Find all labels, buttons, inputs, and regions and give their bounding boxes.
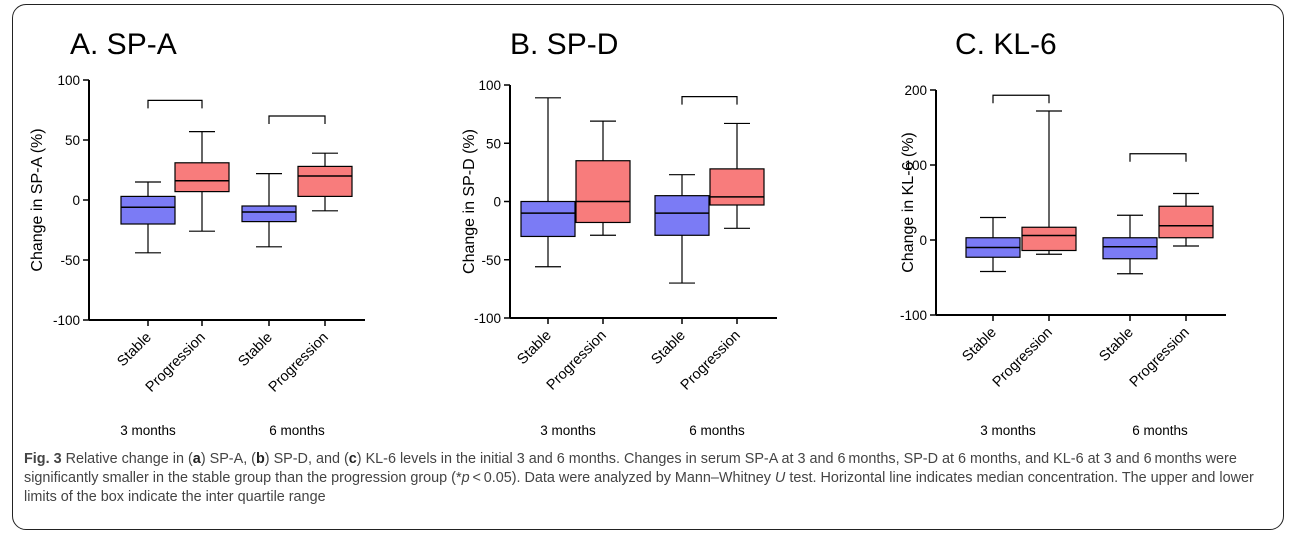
box-progression <box>297 152 353 212</box>
chart-panel-1: A. SP-A Change in SP-A (%) 100 50 0 -50 -100 St… <box>29 28 365 438</box>
chart-panel-2: B. SP-D Change in SP-D (%) 100 50 0 -50 -100 St… <box>461 28 777 438</box>
iqr-box <box>1158 205 1214 239</box>
caption-text: ) KL-6 levels in the initial 3 and 6 mon… <box>24 451 1237 486</box>
y-tick-label: 0 <box>72 193 80 208</box>
caption-panel-b: b <box>255 451 265 467</box>
x-category-label: Progression <box>678 328 744 394</box>
y-tick-label: 50 <box>486 136 501 151</box>
y-tick-label: -100 <box>474 311 501 326</box>
box-stable <box>120 181 176 254</box>
iqr-box <box>520 200 576 238</box>
significance-bracket <box>147 99 203 109</box>
caption-figure-label: Fig. 3 <box>24 451 62 467</box>
iqr-box <box>709 168 765 206</box>
y-tick-label: 0 <box>493 195 501 210</box>
chart-title: B. SP-D <box>510 28 618 61</box>
x-category-label: Stable <box>648 328 688 368</box>
caption-text: Relative change in ( <box>61 451 193 467</box>
y-tick-label: 100 <box>904 158 927 173</box>
box-progression <box>575 120 631 236</box>
y-tick-label: 100 <box>57 73 80 88</box>
iqr-box <box>174 162 230 193</box>
caption-text: < 0.05). Data were analyzed by Mann–Whit… <box>469 470 775 486</box>
iqr-box <box>120 195 176 225</box>
x-category-label: Stable <box>514 328 554 368</box>
y-tick-label: -100 <box>53 313 80 328</box>
significance-bracket <box>992 94 1050 104</box>
chart-title: A. SP-A <box>70 28 177 61</box>
caption-u-symbol: U <box>774 470 786 486</box>
caption-panel-a: a <box>192 451 201 467</box>
box-stable <box>1102 214 1158 275</box>
caption-text: ) SP-A, ( <box>200 451 256 467</box>
iqr-box <box>1021 226 1077 252</box>
iqr-box <box>654 195 710 236</box>
y-tick-label: 50 <box>65 133 80 148</box>
chart-title: C. KL-6 <box>955 28 1057 61</box>
x-category-label: Progression <box>990 325 1056 391</box>
iqr-box <box>297 165 353 197</box>
figure-charts: A. SP-A Change in SP-A (%) 100 50 0 -50 -100 St… <box>29 28 1226 438</box>
y-tick-label: -50 <box>60 253 80 268</box>
caption-p-symbol: p <box>461 470 470 486</box>
y-tick-label: 0 <box>919 233 927 248</box>
y-tick-label: -100 <box>900 308 927 323</box>
box-progression <box>174 131 230 232</box>
y-tick-label: -50 <box>481 253 501 268</box>
box-stable <box>965 216 1021 273</box>
figure-frame <box>12 4 1284 530</box>
caption-text: ) SP-D, and ( <box>264 451 349 467</box>
y-tick-label: 100 <box>478 78 501 93</box>
box-progression <box>709 122 765 229</box>
x-category-label: Progression <box>544 328 610 394</box>
x-group-label: 3 months <box>980 423 1036 438</box>
x-group-label: 6 months <box>269 423 325 438</box>
y-axis-label: Change in KL-6 (%) <box>900 132 917 273</box>
x-group-label: 6 months <box>689 423 745 438</box>
caption-panel-c: c <box>348 451 357 467</box>
y-axis-label: Change in SP-A (%) <box>29 128 46 271</box>
box-stable <box>520 97 576 268</box>
iqr-box <box>1102 237 1158 260</box>
x-category-label: Progression <box>266 330 332 396</box>
significance-bracket <box>268 115 326 124</box>
x-category-label: Stable <box>235 330 275 370</box>
box-stable <box>654 174 710 284</box>
significance-bracket <box>681 96 738 105</box>
iqr-box <box>575 160 631 224</box>
x-category-label: Stable <box>1096 325 1136 365</box>
y-axis-label: Change in SP-D (%) <box>461 129 478 274</box>
y-tick-label: 200 <box>904 83 927 98</box>
caption-text: test. Horizontal line indicates median c… <box>24 470 1254 505</box>
x-category-label: Progression <box>1127 325 1193 391</box>
figure-caption: Fig. 3 Relative change in (a) SP-A, (b) … <box>24 450 1272 507</box>
x-group-label: 6 months <box>1132 423 1188 438</box>
box-progression <box>1158 192 1214 247</box>
box-progression <box>1021 110 1077 255</box>
x-category-label: Stable <box>114 330 154 370</box>
x-group-label: 3 months <box>120 423 176 438</box>
significance-bracket <box>1129 153 1187 162</box>
box-stable <box>241 173 297 248</box>
iqr-box <box>241 205 297 223</box>
x-category-label: Stable <box>959 325 999 365</box>
chart-panel-3: C. KL-6 Change in KL-6 (%) 200 100 0 -100 Stab… <box>900 28 1226 438</box>
x-group-label: 3 months <box>540 423 596 438</box>
